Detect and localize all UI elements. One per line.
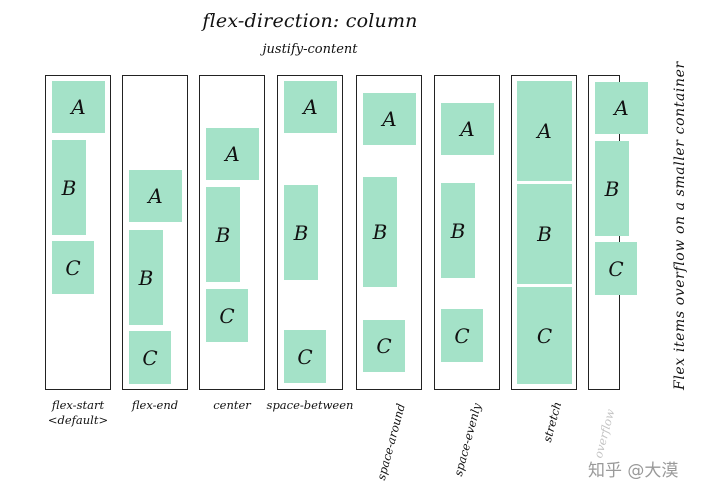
label-overflow: overflow	[591, 407, 618, 460]
label-stretch: stretch	[540, 400, 565, 444]
item-b: B	[52, 140, 86, 235]
side-note: Flex items overflow on a smaller contain…	[672, 61, 688, 390]
label-line: flex-end	[131, 398, 179, 412]
container-space-between	[277, 75, 343, 390]
container-flex-start	[45, 75, 111, 390]
diagram-subtitle: justify-content	[262, 42, 358, 57]
item-b: B	[595, 141, 629, 236]
item-c: C	[206, 289, 248, 342]
watermark: 知乎 @大漠	[588, 461, 679, 481]
item-b: B	[363, 177, 397, 287]
item-b: B	[129, 230, 163, 325]
item-b: B	[206, 187, 240, 282]
label-flex-end: flex-end	[115, 398, 195, 413]
label-space-between: space-between	[260, 398, 360, 413]
label-line: space-between	[266, 398, 354, 412]
item-b: B	[441, 183, 475, 278]
label-space-around: space-around	[374, 401, 408, 482]
item-a: A	[517, 81, 572, 181]
item-a: A	[206, 128, 259, 180]
item-b: B	[284, 185, 318, 280]
item-c: C	[129, 331, 171, 384]
container-flex-end	[122, 75, 188, 390]
item-c: C	[363, 320, 405, 372]
item-c: C	[595, 242, 637, 295]
container-stretch	[511, 75, 577, 390]
item-a: A	[595, 82, 648, 134]
item-c: C	[441, 309, 483, 362]
label-line: center	[213, 398, 251, 412]
label-center: center	[192, 398, 272, 413]
label-space-evenly: space-evenly	[451, 401, 484, 478]
item-c: C	[284, 330, 326, 383]
item-a: A	[129, 170, 182, 222]
item-a: A	[441, 103, 494, 155]
item-b: B	[517, 184, 572, 284]
label-flex-start: flex-start <default>	[38, 398, 118, 428]
item-a: A	[52, 81, 105, 133]
item-a: A	[284, 81, 337, 133]
container-space-around	[356, 75, 422, 390]
label-line: <default>	[47, 413, 109, 427]
diagram-title: flex-direction: column	[202, 10, 418, 32]
container-center	[199, 75, 265, 390]
container-space-evenly	[434, 75, 500, 390]
item-c: C	[52, 241, 94, 294]
item-a: A	[363, 93, 416, 145]
item-c: C	[517, 287, 572, 384]
label-line: flex-start	[51, 398, 105, 412]
